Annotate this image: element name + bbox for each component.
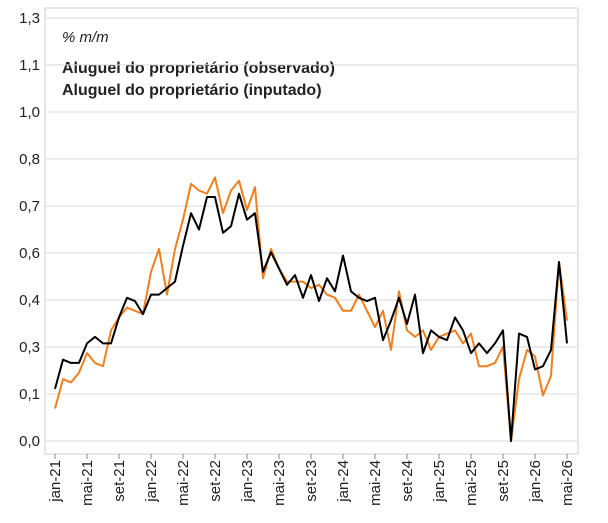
- x-tick-label: set-23: [303, 460, 320, 502]
- x-tick-label: set-25: [495, 460, 512, 502]
- x-tick-label: jan-24: [335, 460, 352, 503]
- x-tick-label: jan-23: [239, 460, 256, 503]
- y-tick-label: 0,6: [19, 245, 40, 262]
- series-line: [54, 192, 568, 442]
- x-tick-label: mai-25: [463, 460, 480, 506]
- y-axis-label: % m/m: [62, 29, 109, 46]
- x-tick-label: set-24: [399, 460, 416, 502]
- legend-entry: Aluguel do proprietário (observado): [62, 60, 335, 77]
- x-tick-label: mai-24: [367, 460, 384, 506]
- y-tick-label: 0,0: [19, 433, 40, 450]
- y-tick-label: 1,3: [19, 10, 40, 27]
- y-tick-label: 1,1: [19, 57, 40, 74]
- y-tick-label: 0,4: [19, 292, 40, 309]
- x-tick-label: jan-21: [47, 460, 64, 503]
- x-tick-label: mai-22: [175, 460, 192, 506]
- y-tick-label: 0,3: [19, 339, 40, 356]
- y-tick-label: 0,8: [19, 151, 40, 168]
- x-tick-label: jan-22: [143, 460, 160, 503]
- x-tick-label: set-21: [111, 460, 128, 502]
- y-tick-label: 0,1: [19, 386, 40, 403]
- y-tick-label: 0,7: [19, 198, 40, 215]
- x-tick-label: jan-25: [431, 460, 448, 503]
- x-tick-label: mai-23: [271, 460, 288, 506]
- series-line: [54, 176, 568, 442]
- legend-entry: Aluguel do proprietário (inputado): [62, 82, 322, 99]
- x-tick-label: mai-21: [79, 460, 96, 506]
- x-tick-label: mai-26: [559, 460, 576, 506]
- y-tick-label: 1,0: [19, 104, 40, 121]
- x-tick-label: set-22: [207, 460, 224, 502]
- x-tick-label: jan-26: [527, 460, 544, 503]
